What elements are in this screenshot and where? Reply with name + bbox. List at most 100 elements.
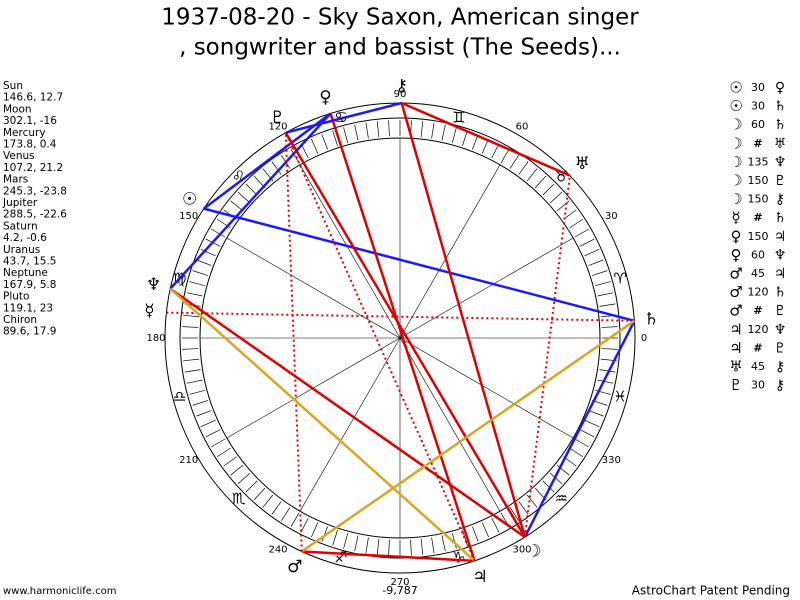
planet-name: Mars (3, 174, 28, 186)
aspect-planet: ⚷ (775, 359, 785, 375)
planet-dec: -0.6 (26, 232, 47, 244)
ring-hatch (509, 507, 520, 522)
aspect-type: # (753, 137, 762, 150)
aspect-type: 45 (751, 360, 765, 373)
degree-spoke (299, 337, 401, 512)
ring-hatch (365, 122, 369, 139)
ring-hatch (216, 447, 231, 458)
ring-hatch (182, 326, 199, 328)
degree-label: 30 (605, 211, 618, 222)
ring-hatch (290, 149, 300, 164)
aspect-type: 120 (748, 323, 769, 336)
ring-hatch (189, 389, 205, 395)
aspect-planet: ☽ (729, 116, 742, 134)
aspect-planet: ♅ (774, 136, 787, 152)
ring-hatch (253, 487, 266, 501)
title-line: , songwriter and bassist (The Seeds)... (179, 35, 621, 61)
aspect-planet: ♄ (774, 99, 787, 115)
ring-hatch (211, 228, 226, 238)
ring-hatch (597, 292, 614, 297)
ring-hatch (410, 539, 412, 556)
aspect-planet: ☽ (729, 134, 742, 152)
degree-spoke (399, 237, 574, 339)
ring-hatch (420, 538, 424, 555)
zodiac-sign: ♒ (554, 490, 567, 508)
aspect-planet: ⚷ (775, 192, 785, 208)
aspect-planet: ♃ (774, 229, 787, 245)
planet-dec: 0.4 (40, 139, 57, 151)
planet-name: Pluto (3, 291, 29, 303)
aspect-type: 30 (751, 100, 765, 113)
aspect-planet: ♃ (729, 320, 742, 338)
zodiac-sign: ♊ (452, 108, 465, 126)
aspect-planet: ☉ (729, 79, 742, 97)
planet-lon: 302.1 (3, 115, 33, 127)
coord-separator: , (33, 185, 40, 197)
aspect-planet: ♂ (729, 283, 742, 301)
planet-glyph: ♃ (472, 567, 487, 587)
ring-hatch (569, 218, 584, 229)
planet-lon: 173.8 (3, 139, 33, 151)
ring-hatch (192, 270, 208, 276)
aspect-line (166, 311, 635, 322)
planet-coords: 43.7, 15.5 (3, 256, 56, 268)
ring-hatch (431, 122, 435, 139)
coord-separator: , (33, 92, 40, 104)
ring-hatch (230, 464, 244, 476)
planet-name: Neptune (3, 267, 48, 279)
ring-hatch (271, 501, 282, 515)
degree-spoke (399, 337, 574, 439)
ring-hatch (518, 501, 529, 515)
aspect-type: # (753, 341, 762, 354)
ring-hatch (542, 480, 555, 493)
zodiac-sign: ♈ (614, 269, 627, 287)
aspect-line (523, 320, 636, 538)
planet-name: Saturn (3, 220, 38, 232)
planet-coords: 107.2, 21.2 (3, 162, 63, 174)
planet-name: Chiron (3, 314, 37, 326)
aspect-planet: ♂ (729, 302, 742, 320)
ring-hatch (237, 191, 251, 204)
planet-lon: 119.1 (3, 302, 33, 314)
planet-coords: 119.1, 23 (3, 302, 53, 314)
ring-hatch (186, 379, 203, 384)
planet-coords: 146.6, 12.7 (3, 92, 63, 104)
ring-hatch (451, 127, 457, 143)
ring-hatch (534, 175, 547, 189)
ring-hatch (556, 200, 570, 212)
planet-glyph: ♀ (319, 87, 331, 107)
planet-coords: 4.2, -0.6 (3, 232, 47, 244)
ring-hatch (332, 130, 338, 146)
zodiac-sign: ♐ (334, 549, 347, 567)
planet-coords: 288.5, -22.6 (3, 209, 67, 221)
ring-hatch (481, 522, 489, 538)
aspect-planet: ♀ (731, 227, 742, 245)
ring-hatch (183, 314, 200, 318)
aspect-line (523, 175, 571, 538)
footer-left: www.harmoniclife.com (3, 586, 116, 597)
ring-hatch (584, 419, 600, 427)
planet-name: Uranus (3, 244, 40, 256)
ring-hatch (230, 200, 244, 212)
ring-hatch (311, 138, 319, 154)
ring-hatch (376, 121, 380, 138)
ring-hatch (192, 400, 208, 406)
aspect-planet: ♂ (729, 265, 742, 283)
bottom-value: -9,787 (382, 584, 417, 597)
planet-coords: 302.1, -16 (3, 115, 57, 127)
ring-hatch (245, 480, 258, 493)
aspect-planet: ♇ (774, 340, 787, 356)
degree-label: 270 (390, 577, 409, 588)
ring-hatch (300, 517, 309, 533)
ring-hatch (472, 526, 479, 542)
ring-hatch (601, 326, 618, 328)
ring-hatch (500, 149, 510, 164)
planet-coords: 173.8, 0.4 (3, 139, 57, 151)
aspect-planet: ☉ (729, 97, 742, 115)
aspect-line (169, 287, 476, 562)
planet-dec: 17.9 (33, 326, 56, 338)
ring-hatch (211, 438, 226, 448)
aspect-type: 150 (748, 174, 769, 187)
ring-hatch (441, 124, 446, 141)
